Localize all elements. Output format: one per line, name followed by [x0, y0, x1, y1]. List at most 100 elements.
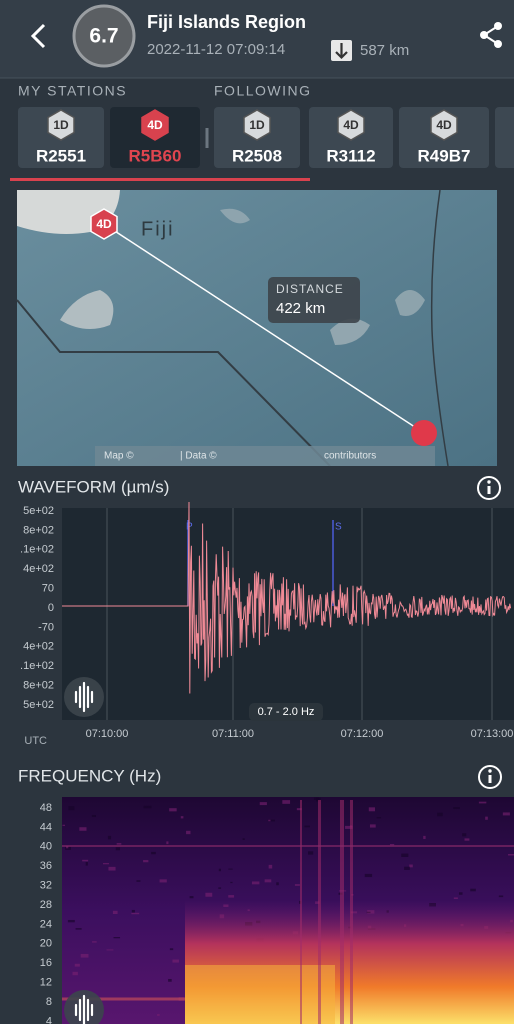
y-tick-label: 12	[40, 977, 52, 989]
spectrogram-speckle	[166, 841, 169, 845]
spectrogram-speckle	[453, 897, 458, 900]
magnitude: 6.7	[89, 25, 118, 48]
spectrogram-speckle	[159, 879, 167, 883]
station-name: R5B60	[129, 146, 182, 165]
y-tick-label: 5e+02	[23, 505, 54, 517]
x-tick-label: 07:13:00	[471, 728, 514, 740]
spectrogram-speckle	[364, 873, 373, 878]
spectrogram-speckle	[131, 912, 140, 915]
spectrogram-streak	[318, 800, 321, 1024]
spectrogram-speckle	[508, 854, 514, 856]
event-depth: 587 km	[360, 42, 409, 59]
y-tick-label: 4e+02	[23, 563, 54, 575]
station-badge-label: 1D	[53, 118, 69, 132]
info-button[interactable]	[477, 476, 501, 500]
spectrogram-speckle	[458, 892, 463, 895]
distance-value: 422 km	[276, 300, 325, 317]
spectrogram-speckle	[80, 953, 89, 958]
place-label: Fiji	[141, 218, 175, 240]
y-tick-label: 28	[40, 899, 52, 911]
section-title: WAVEFORM (µm/s)	[18, 477, 169, 496]
y-tick-label: .1e+02	[20, 660, 54, 672]
station-marker-label: 4D	[96, 217, 112, 231]
spectrogram-speckle	[205, 892, 213, 897]
spectrogram-speckle	[268, 819, 271, 822]
filter-badge	[249, 703, 323, 721]
event-datetime: 2022-11-12 07:09:14	[147, 41, 285, 58]
spectrogram-speckle	[75, 928, 82, 930]
waveform-trace	[62, 501, 512, 694]
spectrogram-speckle	[478, 801, 487, 804]
station-badge	[243, 109, 271, 141]
x-tick-label: 07:12:00	[341, 728, 384, 740]
y-tick-label: 44	[40, 821, 52, 833]
spectrogram-speckle	[453, 807, 460, 810]
spectrogram-speckle	[268, 864, 273, 869]
y-tick-label: 5e+02	[23, 699, 54, 711]
spectrogram-speckle	[169, 948, 174, 951]
station-marker[interactable]	[90, 208, 118, 240]
spectrogram-speckle	[74, 963, 80, 967]
spectrogram-speckle	[82, 859, 89, 862]
spectrogram-streak	[350, 800, 353, 1024]
selected-indicator	[10, 178, 310, 181]
spectrogram-speckle	[304, 825, 310, 828]
spectrogram-speckle	[112, 910, 118, 915]
y-tick-label: 8e+02	[23, 524, 54, 536]
station-badge-label: 4D	[436, 118, 452, 132]
spectrogram-speckle	[180, 816, 184, 819]
section-title: FREQUENCY (Hz)	[18, 766, 161, 785]
spectrogram-speckle	[437, 812, 443, 817]
y-tick-label: .1e+02	[20, 544, 54, 556]
spectrogram-speckle	[368, 807, 376, 812]
spectrogram-streak	[300, 800, 302, 1024]
y-tick-label: 8e+02	[23, 680, 54, 692]
spectrogram-speckle	[113, 937, 121, 939]
spectrogram-speckle	[143, 805, 152, 809]
filter-label: 0.7 - 2.0 Hz	[258, 706, 315, 718]
spectrogram-speckle	[404, 866, 410, 870]
spectrogram-speckle	[345, 825, 353, 829]
spectrogram-speckle	[485, 816, 488, 820]
info-button[interactable]	[478, 765, 502, 789]
spectrogram-speckle	[67, 919, 75, 923]
spectrogram-speckle	[267, 819, 275, 822]
spectrogram-speckle	[143, 860, 149, 863]
spectrogram-speckle	[369, 824, 376, 828]
spectrogram-speckle	[423, 835, 426, 840]
y-tick-label: 32	[40, 880, 52, 892]
spectrogram-speckle	[308, 851, 314, 855]
station-badge	[337, 109, 365, 141]
station-name: R3112	[326, 146, 375, 165]
station-card-partial[interactable]	[495, 107, 514, 168]
y-tick-label: 16	[40, 957, 52, 969]
spectrogram-speckle	[102, 863, 109, 865]
spectrogram-speckle	[218, 887, 222, 889]
spectrogram-speckle	[107, 835, 112, 840]
distance-label: DISTANCE	[276, 282, 344, 296]
share-button[interactable]	[480, 22, 502, 48]
map	[16, 189, 497, 467]
section-label: FOLLOWING	[214, 83, 312, 99]
spectrogram-speckle	[264, 879, 272, 883]
spectrogram-speckle	[230, 881, 233, 884]
spectrogram-speckle	[79, 827, 87, 831]
spectrogram-speckle	[92, 941, 97, 943]
station-badge	[141, 109, 169, 141]
magnitude-badge	[72, 4, 136, 68]
station-badge-label: 4D	[147, 118, 163, 132]
spectrogram-speckle	[168, 978, 172, 982]
y-tick-label: 40	[40, 841, 52, 853]
spectrogram-speckle	[259, 802, 267, 806]
spectrogram-speckle	[151, 851, 156, 855]
spectrogram-speckle	[296, 808, 302, 811]
spectrogram-speckle	[316, 797, 321, 802]
spectrogram-speckle	[85, 862, 88, 866]
spectrogram-speckle	[157, 1014, 160, 1016]
back-button[interactable]	[30, 23, 46, 49]
spectrogram-speckle	[186, 830, 191, 835]
spectrogram-streak	[340, 800, 344, 1024]
y-tick-label: 36	[40, 860, 52, 872]
spectrogram-speckle	[68, 806, 75, 811]
station-badge-label: 1D	[249, 118, 265, 132]
